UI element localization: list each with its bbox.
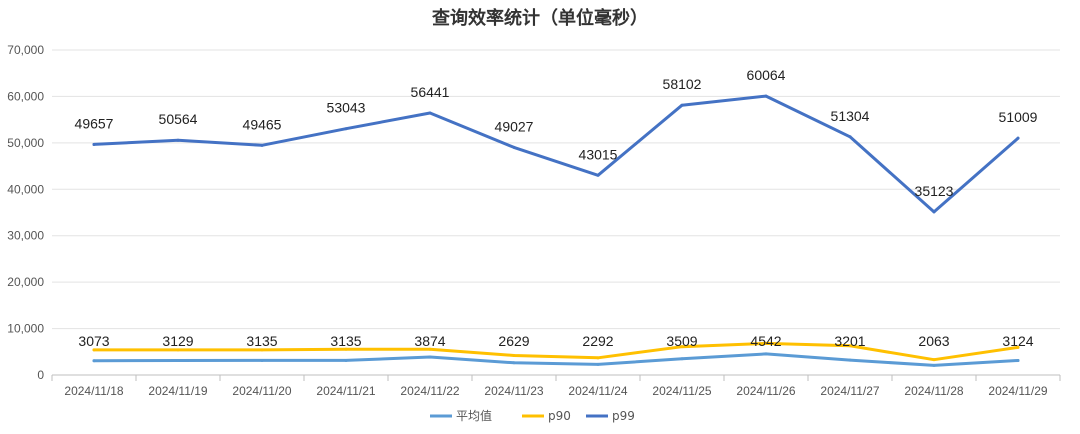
x-tick-label: 2024/11/27 [820,384,879,398]
legend: 平均值 p90 p99 [430,408,635,423]
data-label: 50564 [159,111,198,127]
x-tick-label: 2024/11/22 [400,384,459,398]
y-tick-label: 40,000 [7,182,44,196]
data-label: 3201 [834,333,865,349]
data-point [260,348,264,352]
data-point [596,362,600,366]
data-label: 53043 [327,100,366,116]
data-point [1016,345,1020,349]
y-tick-label: 50,000 [7,136,44,150]
data-label: 35123 [915,183,954,199]
y-tick-label: 30,000 [7,229,44,243]
data-label: 49027 [495,118,534,134]
x-tick-label: 2024/11/21 [316,384,375,398]
data-point [176,348,180,352]
data-point [932,363,936,367]
data-point [848,135,852,139]
data-point [428,355,432,359]
data-point [1016,136,1020,140]
legend-label: 平均值 [456,408,492,423]
series-layer [92,94,1020,367]
legend-label: p90 [548,409,571,423]
data-label: 51304 [831,108,870,124]
data-point [428,111,432,115]
x-tick-label: 2024/11/24 [568,384,627,398]
x-tick-label: 2024/11/23 [484,384,543,398]
data-label: 49657 [75,115,114,131]
data-point [344,358,348,362]
data-point [428,347,432,351]
data-point [680,103,684,107]
data-point [92,359,96,363]
data-point [764,341,768,345]
data-point [260,358,264,362]
x-tick-label: 2024/11/29 [988,384,1047,398]
data-label: 3135 [246,333,277,349]
x-tick-label: 2024/11/18 [64,384,123,398]
data-label: 2292 [582,333,613,349]
chart-title: 查询效率统计（单位毫秒） [432,7,648,29]
data-label: 49465 [243,116,282,132]
series-line-p99 [92,94,1020,214]
x-axis: 2024/11/18 2024/11/19 2024/11/20 2024/11/21… [51,374,1061,398]
data-point [848,344,852,348]
data-label: 3073 [78,333,109,349]
x-tick-label: 2024/11/19 [148,384,207,398]
series-line-p90 [92,341,1020,362]
data-point [680,345,684,349]
data-point [512,361,516,365]
data-label: 56441 [411,84,450,100]
data-label: 3129 [162,333,193,349]
data-label: 2063 [918,333,949,349]
data-point [680,357,684,361]
data-label: 3135 [330,333,361,349]
data-label: 4542 [750,333,781,349]
data-point [512,145,516,149]
data-label: 58102 [663,76,702,92]
data-point [764,94,768,98]
data-point [596,356,600,360]
data-point [512,354,516,357]
data-point [848,358,852,362]
data-point [176,138,180,142]
data-labels: 3073 3129 3135 3135 3874 2629 2292 3509 4542 3201… [75,67,1038,349]
data-point [1016,358,1020,362]
data-label: 3509 [666,333,697,349]
data-point [932,210,936,214]
series-line-avg [92,352,1020,367]
data-point [764,352,768,356]
data-label: 60064 [747,67,786,83]
data-label: 3874 [414,333,445,349]
y-tick-label: 70,000 [7,43,44,57]
y-tick-label: 60,000 [7,89,44,103]
data-point [92,142,96,146]
y-axis: 0 10,000 20,000 30,000 40,000 50,000 60,000 70,… [7,43,44,382]
y-tick-label: 0 [37,368,44,382]
data-point [92,348,96,352]
data-label: 2629 [498,333,529,349]
data-point [932,358,936,362]
data-point [176,358,180,362]
data-point [344,347,348,351]
x-tick-label: 2024/11/28 [904,384,963,398]
x-tick-label: 2024/11/26 [736,384,795,398]
x-tick-label: 2024/11/20 [232,384,291,398]
y-tick-label: 10,000 [7,322,44,336]
data-point [344,127,348,131]
data-point [260,143,264,147]
data-point [596,173,600,177]
y-tick-label: 20,000 [7,275,44,289]
x-tick-label: 2024/11/25 [652,384,711,398]
data-label: 3124 [1002,333,1033,349]
data-label: 51009 [999,109,1038,125]
data-label: 43015 [579,146,618,162]
legend-label: p99 [612,409,635,423]
